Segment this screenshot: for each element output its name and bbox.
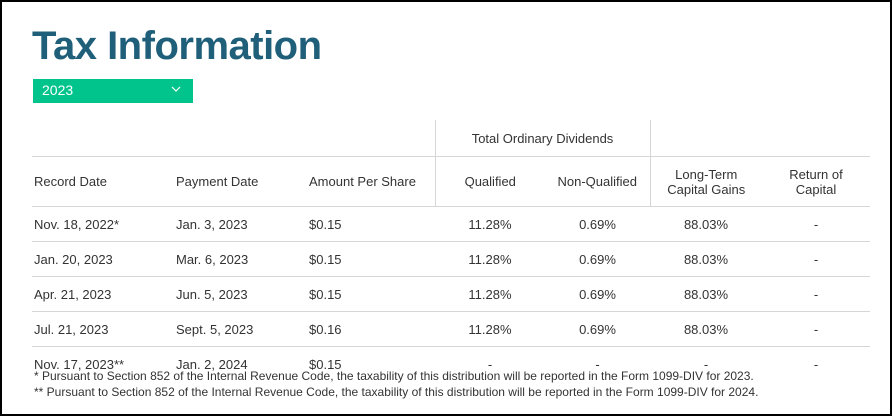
table-row: Nov. 18, 2022* Jan. 3, 2023 $0.15 11.28%… — [32, 206, 870, 242]
cell-return-of-capital: - — [762, 276, 870, 312]
table-row: Apr. 21, 2023 Jun. 5, 2023 $0.15 11.28% … — [32, 276, 870, 312]
cell-payment-date: Sept. 5, 2023 — [174, 311, 307, 347]
cell-non-qualified: 0.69% — [545, 276, 650, 312]
cell-long-term: 88.03% — [650, 311, 762, 347]
group-header-total-ordinary-dividends: Total Ordinary Dividends — [434, 120, 651, 157]
cell-long-term: 88.03% — [650, 241, 762, 277]
tax-table: Total Ordinary Dividends Record Date Pay… — [32, 120, 870, 381]
cell-qualified: 11.28% — [435, 276, 545, 312]
cell-payment-date: Jan. 3, 2023 — [174, 206, 307, 242]
cell-qualified: 11.28% — [435, 311, 545, 347]
year-select-value: 2023 — [42, 82, 74, 98]
cell-amount: $0.16 — [307, 311, 435, 347]
cell-qualified: 11.28% — [435, 206, 545, 242]
cell-payment-date: Jan. 2, 2024 — [174, 346, 307, 381]
cell-long-term: 88.03% — [650, 206, 762, 242]
cell-payment-date: Jun. 5, 2023 — [174, 276, 307, 312]
cell-long-term: 88.03% — [650, 276, 762, 312]
cell-non-qualified: 0.69% — [545, 206, 650, 242]
cell-payment-date: Mar. 6, 2023 — [174, 241, 307, 277]
cell-return-of-capital: - — [762, 346, 870, 381]
cell-amount: $0.15 — [307, 346, 435, 381]
col-payment-date: Payment Date — [174, 156, 307, 207]
col-long-term-capital-gains: Long-Term Capital Gains — [650, 156, 762, 207]
col-amount-per-share: Amount Per Share — [307, 156, 435, 207]
cell-return-of-capital: - — [762, 206, 870, 242]
cell-record-date: Jan. 20, 2023 — [32, 241, 174, 277]
cell-record-date: Nov. 17, 2023** — [32, 346, 174, 381]
cell-record-date: Nov. 18, 2022* — [32, 206, 174, 242]
cell-amount: $0.15 — [307, 276, 435, 312]
group-header-row: Total Ordinary Dividends — [32, 120, 870, 157]
cell-qualified: - — [435, 346, 545, 381]
table-row: Nov. 17, 2023** Jan. 2, 2024 $0.15 - - -… — [32, 346, 870, 381]
table-row: Jul. 21, 2023 Sept. 5, 2023 $0.16 11.28%… — [32, 311, 870, 347]
year-select[interactable]: 2023 — [33, 79, 193, 103]
cell-non-qualified: 0.69% — [545, 311, 650, 347]
cell-long-term: - — [650, 346, 762, 381]
cell-return-of-capital: - — [762, 311, 870, 347]
chevron-down-icon — [171, 86, 181, 92]
col-non-qualified: Non-Qualified — [545, 156, 651, 207]
cell-amount: $0.15 — [307, 241, 435, 277]
col-qualified: Qualified — [434, 156, 545, 207]
cell-return-of-capital: - — [762, 241, 870, 277]
column-header-row: Record Date Payment Date Amount Per Shar… — [32, 156, 870, 207]
cell-non-qualified: - — [545, 346, 650, 381]
cell-qualified: 11.28% — [435, 241, 545, 277]
cell-record-date: Jul. 21, 2023 — [32, 311, 174, 347]
cell-amount: $0.15 — [307, 206, 435, 242]
footnotes: * Pursuant to Section 852 of the Interna… — [34, 368, 758, 400]
footnote-2024: ** Pursuant to Section 852 of the Intern… — [34, 385, 759, 399]
table-row: Jan. 20, 2023 Mar. 6, 2023 $0.15 11.28% … — [32, 241, 870, 277]
cell-non-qualified: 0.69% — [545, 241, 650, 277]
col-record-date: Record Date — [32, 156, 174, 207]
page-title: Tax Information — [32, 24, 322, 68]
col-return-of-capital: Return of Capital — [762, 156, 870, 207]
footnote-2023: * Pursuant to Section 852 of the Interna… — [34, 369, 754, 383]
cell-record-date: Apr. 21, 2023 — [32, 276, 174, 312]
